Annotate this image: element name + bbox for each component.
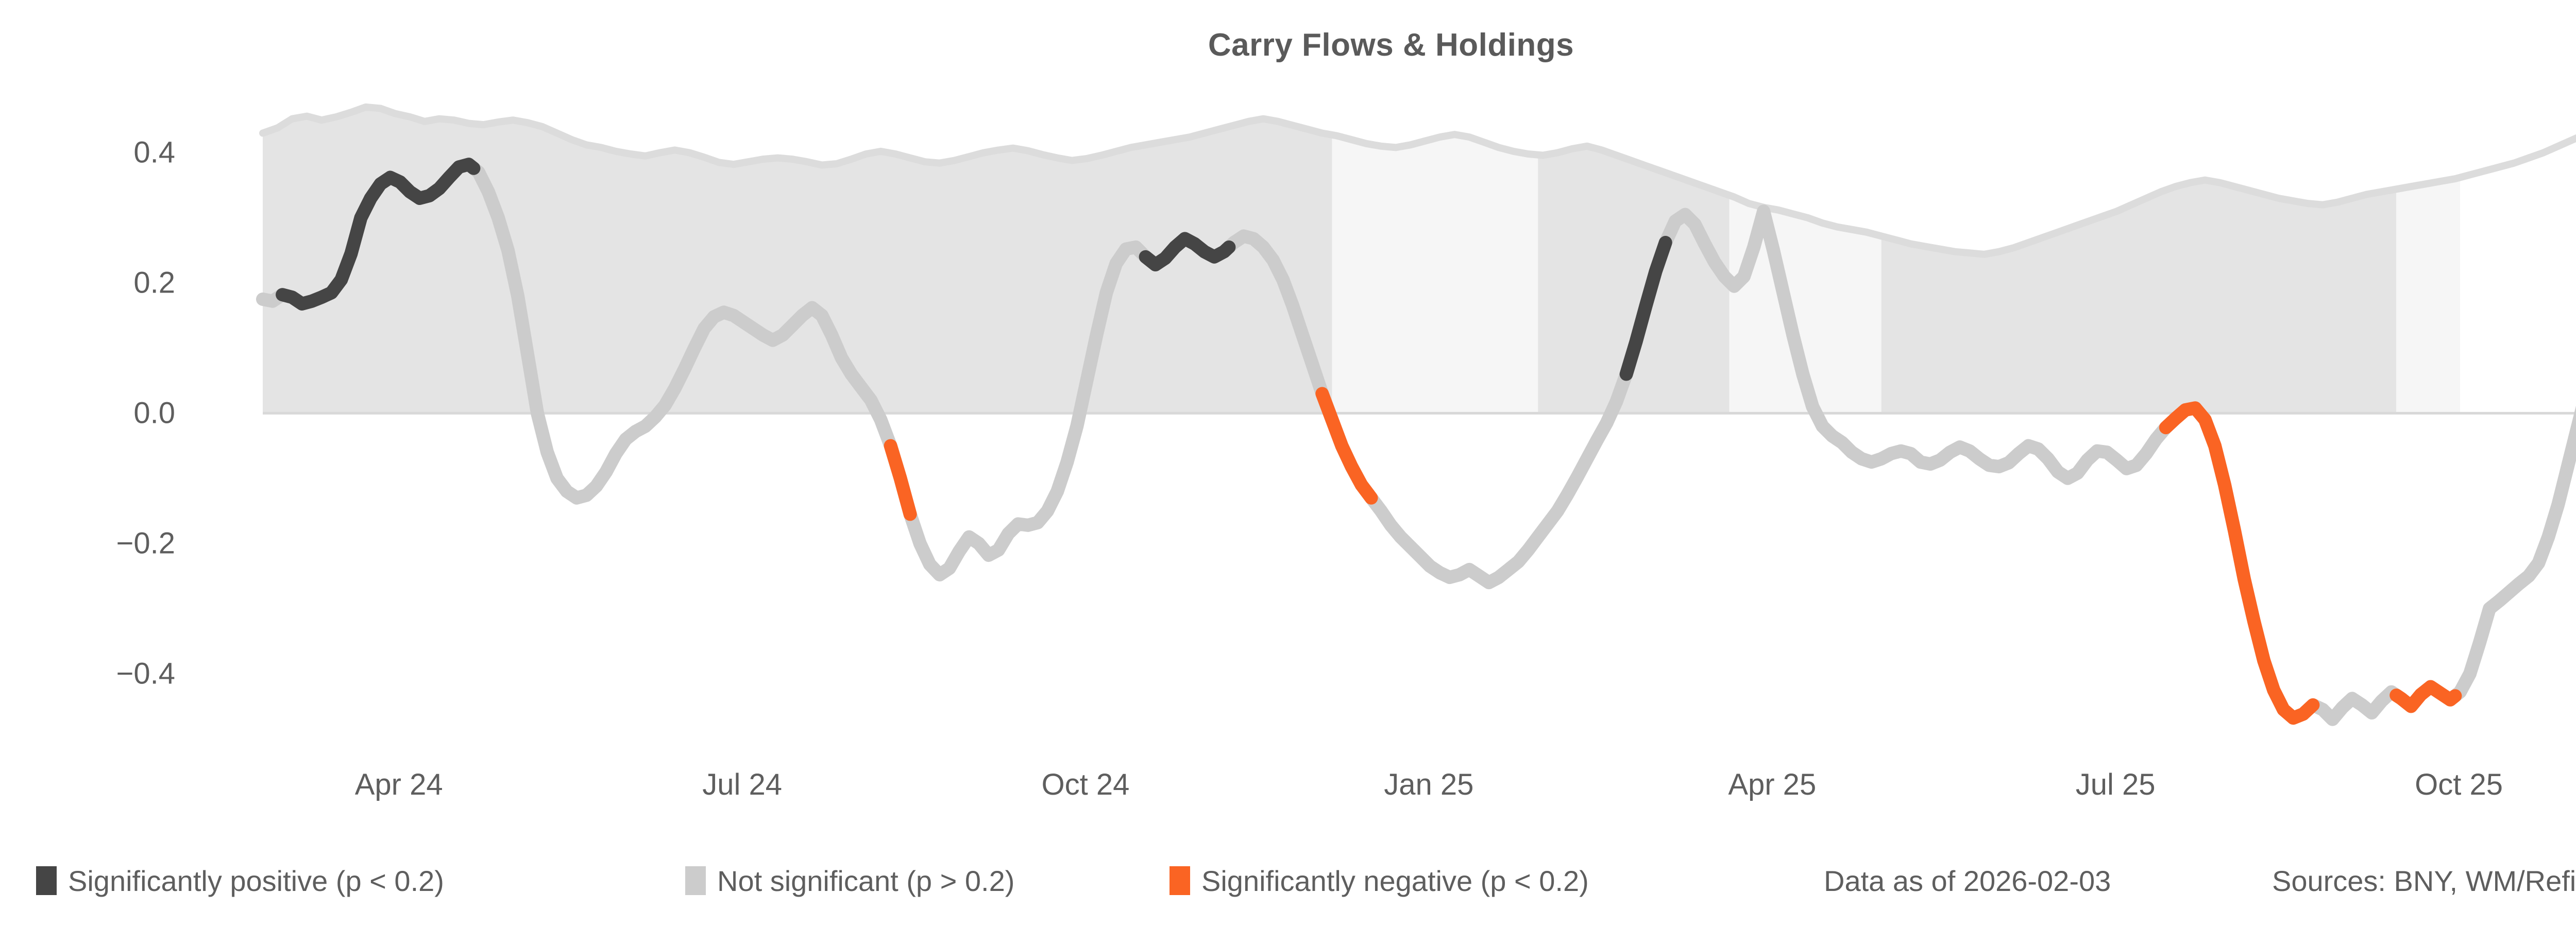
legend-label-negative: Significantly negative (p < 0.2) xyxy=(1201,864,1589,897)
holdings-area-outline xyxy=(259,103,2576,258)
x-axis-tick-label: Oct 25 xyxy=(2415,768,2503,801)
flows-segment-positive xyxy=(1139,232,1236,271)
flows-line xyxy=(256,158,2576,726)
x-axis-tick-label: Jul 25 xyxy=(2075,768,2156,801)
y-axis-tick-label: 0.0 xyxy=(133,396,175,430)
x-axis-tick-label: Apr 24 xyxy=(354,768,443,801)
flows-segment-positive xyxy=(276,158,481,311)
flows-segment-positive xyxy=(1619,236,1672,381)
data-as-of-text: Data as of 2026-02-03 xyxy=(1824,864,2111,897)
legend-item-significantly-positive[interactable]: Significantly positive (p < 0.2) xyxy=(36,857,444,904)
legend-swatch-neutral xyxy=(685,866,706,895)
holdings-area-segment xyxy=(2396,177,2460,414)
flows-segment-negative xyxy=(884,439,917,521)
plot-area: 0.4 0.2 0.0 −0.2 −0.4 xyxy=(0,88,2576,752)
legend-item-significantly-negative[interactable]: Significantly negative (p < 0.2) xyxy=(1170,857,1589,904)
legend-label-neutral: Not significant (p > 0.2) xyxy=(717,864,1015,897)
holdings-area-segment xyxy=(1332,134,1538,414)
x-axis-tick-label: Jul 24 xyxy=(702,768,782,801)
page-title: Carry Flows & Holdings xyxy=(1208,27,1574,63)
y-axis-tick-label: 0.4 xyxy=(133,135,175,169)
holdings-area-segment xyxy=(1881,180,2397,414)
y-axis-tick-label: −0.2 xyxy=(116,526,176,560)
x-axis-tick-label: Jan 25 xyxy=(1384,768,1474,801)
chart-canvas xyxy=(256,103,2576,726)
flows-segment-negative xyxy=(2389,680,2462,713)
legend-swatch-positive xyxy=(36,866,57,895)
sources-text: Sources: BNY, WM/Refinitiv xyxy=(2272,864,2576,897)
chart-legend: Significantly positive (p < 0.2) Not sig… xyxy=(0,857,2576,904)
x-axis-tick-label: Oct 24 xyxy=(1041,768,1130,801)
legend-label-positive: Significantly positive (p < 0.2) xyxy=(68,864,444,897)
flows-segment-negative xyxy=(1315,387,1378,505)
legend-item-not-significant[interactable]: Not significant (p > 0.2) xyxy=(685,857,1014,904)
legend-swatch-negative xyxy=(1170,866,1190,895)
y-axis-tick-label: 0.2 xyxy=(133,266,175,300)
y-axis-tick-label: −0.4 xyxy=(116,657,176,691)
x-axis-tick-label: Apr 25 xyxy=(1728,768,1817,801)
flows-segment-negative xyxy=(2159,401,2320,725)
